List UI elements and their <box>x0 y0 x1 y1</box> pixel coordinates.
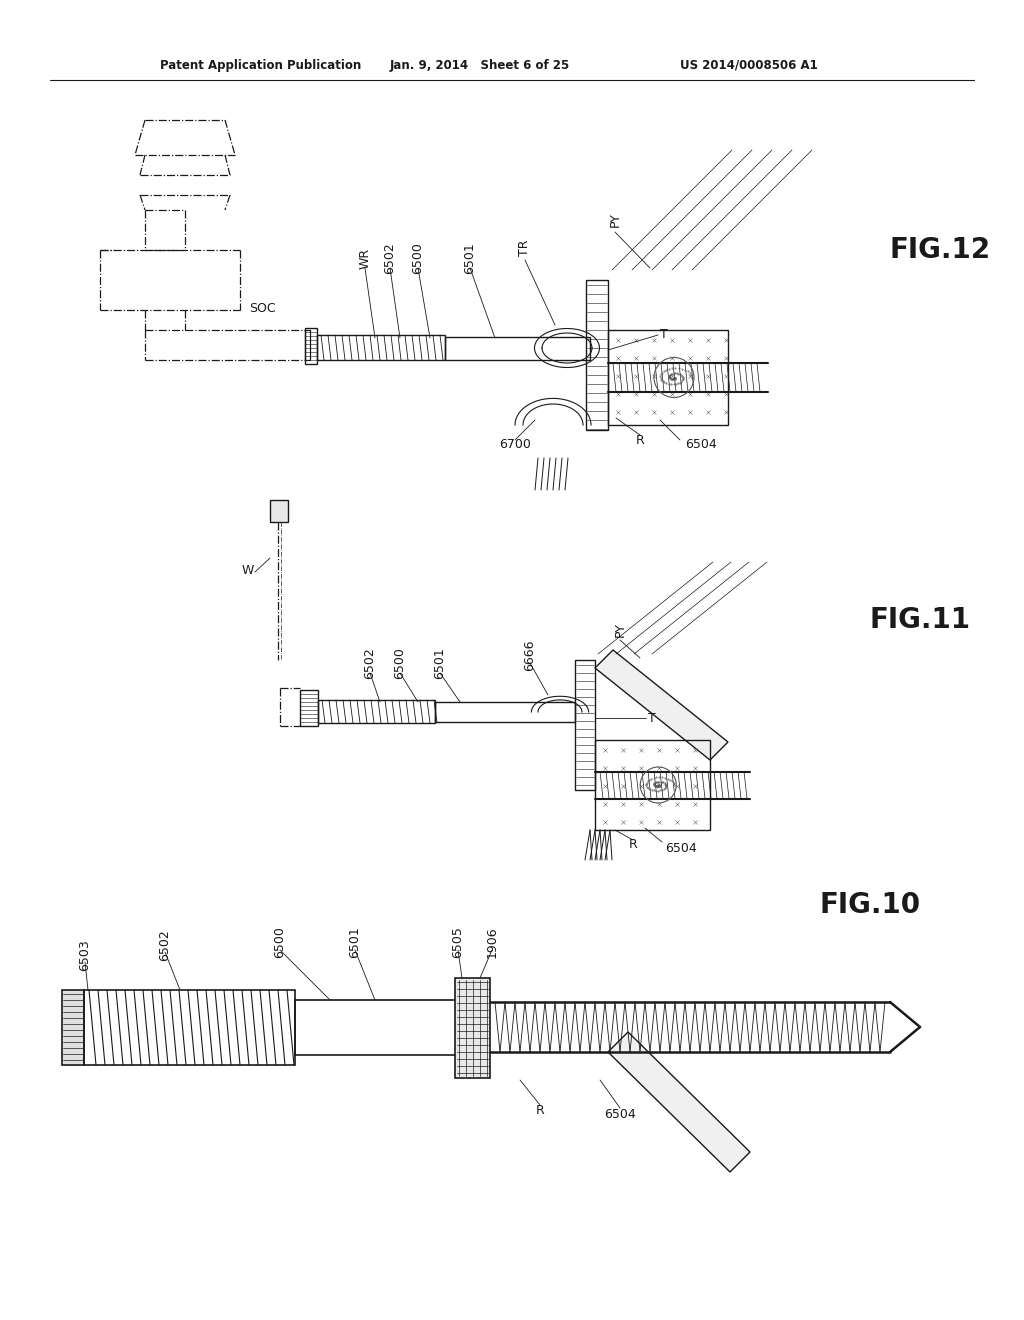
Text: 6501: 6501 <box>464 242 476 273</box>
Bar <box>305 327 317 364</box>
Text: R: R <box>536 1104 545 1117</box>
Text: 6504: 6504 <box>665 842 696 854</box>
Polygon shape <box>595 649 728 760</box>
Bar <box>455 978 490 1078</box>
Text: 6504: 6504 <box>604 1109 636 1122</box>
Text: FIG.11: FIG.11 <box>870 606 971 634</box>
Text: 1906: 1906 <box>485 927 499 958</box>
Text: SOC: SOC <box>249 301 275 314</box>
Text: TR: TR <box>518 240 531 256</box>
Text: PY: PY <box>608 213 622 227</box>
Text: 6502: 6502 <box>364 647 377 678</box>
Polygon shape <box>608 1032 750 1172</box>
Text: 6666: 6666 <box>523 639 537 671</box>
Bar <box>300 690 318 726</box>
Text: 6500: 6500 <box>273 927 287 958</box>
Text: US 2014/0008506 A1: US 2014/0008506 A1 <box>680 58 818 71</box>
Text: 6500: 6500 <box>412 242 425 275</box>
Text: T: T <box>648 711 655 725</box>
Text: R: R <box>629 838 637 851</box>
Text: 6700: 6700 <box>499 438 530 451</box>
Text: FIG.10: FIG.10 <box>820 891 922 919</box>
Text: 6502: 6502 <box>159 929 171 961</box>
Bar <box>62 990 84 1065</box>
Bar <box>270 500 288 521</box>
Bar <box>317 335 445 360</box>
Text: W: W <box>242 564 254 577</box>
Text: 6502: 6502 <box>384 242 396 273</box>
Text: 6503: 6503 <box>79 939 91 972</box>
Text: FIG.12: FIG.12 <box>890 236 991 264</box>
Text: WR: WR <box>358 247 372 268</box>
Text: 6505: 6505 <box>452 927 465 958</box>
Bar <box>318 700 435 723</box>
Bar <box>84 990 295 1065</box>
Bar <box>586 280 608 430</box>
Bar <box>608 330 728 425</box>
Text: Patent Application Publication: Patent Application Publication <box>160 58 361 71</box>
Text: 6501: 6501 <box>348 927 361 958</box>
Bar <box>445 337 590 360</box>
Bar <box>595 741 710 830</box>
Bar <box>435 702 575 722</box>
Text: PY: PY <box>613 623 627 638</box>
Text: 6504: 6504 <box>685 438 717 451</box>
Bar <box>575 660 595 789</box>
Text: 6501: 6501 <box>433 647 446 678</box>
Text: T: T <box>660 329 668 342</box>
Text: R: R <box>636 433 644 446</box>
Bar <box>295 1001 460 1055</box>
Text: 6500: 6500 <box>393 647 407 678</box>
Text: Jan. 9, 2014   Sheet 6 of 25: Jan. 9, 2014 Sheet 6 of 25 <box>390 58 570 71</box>
